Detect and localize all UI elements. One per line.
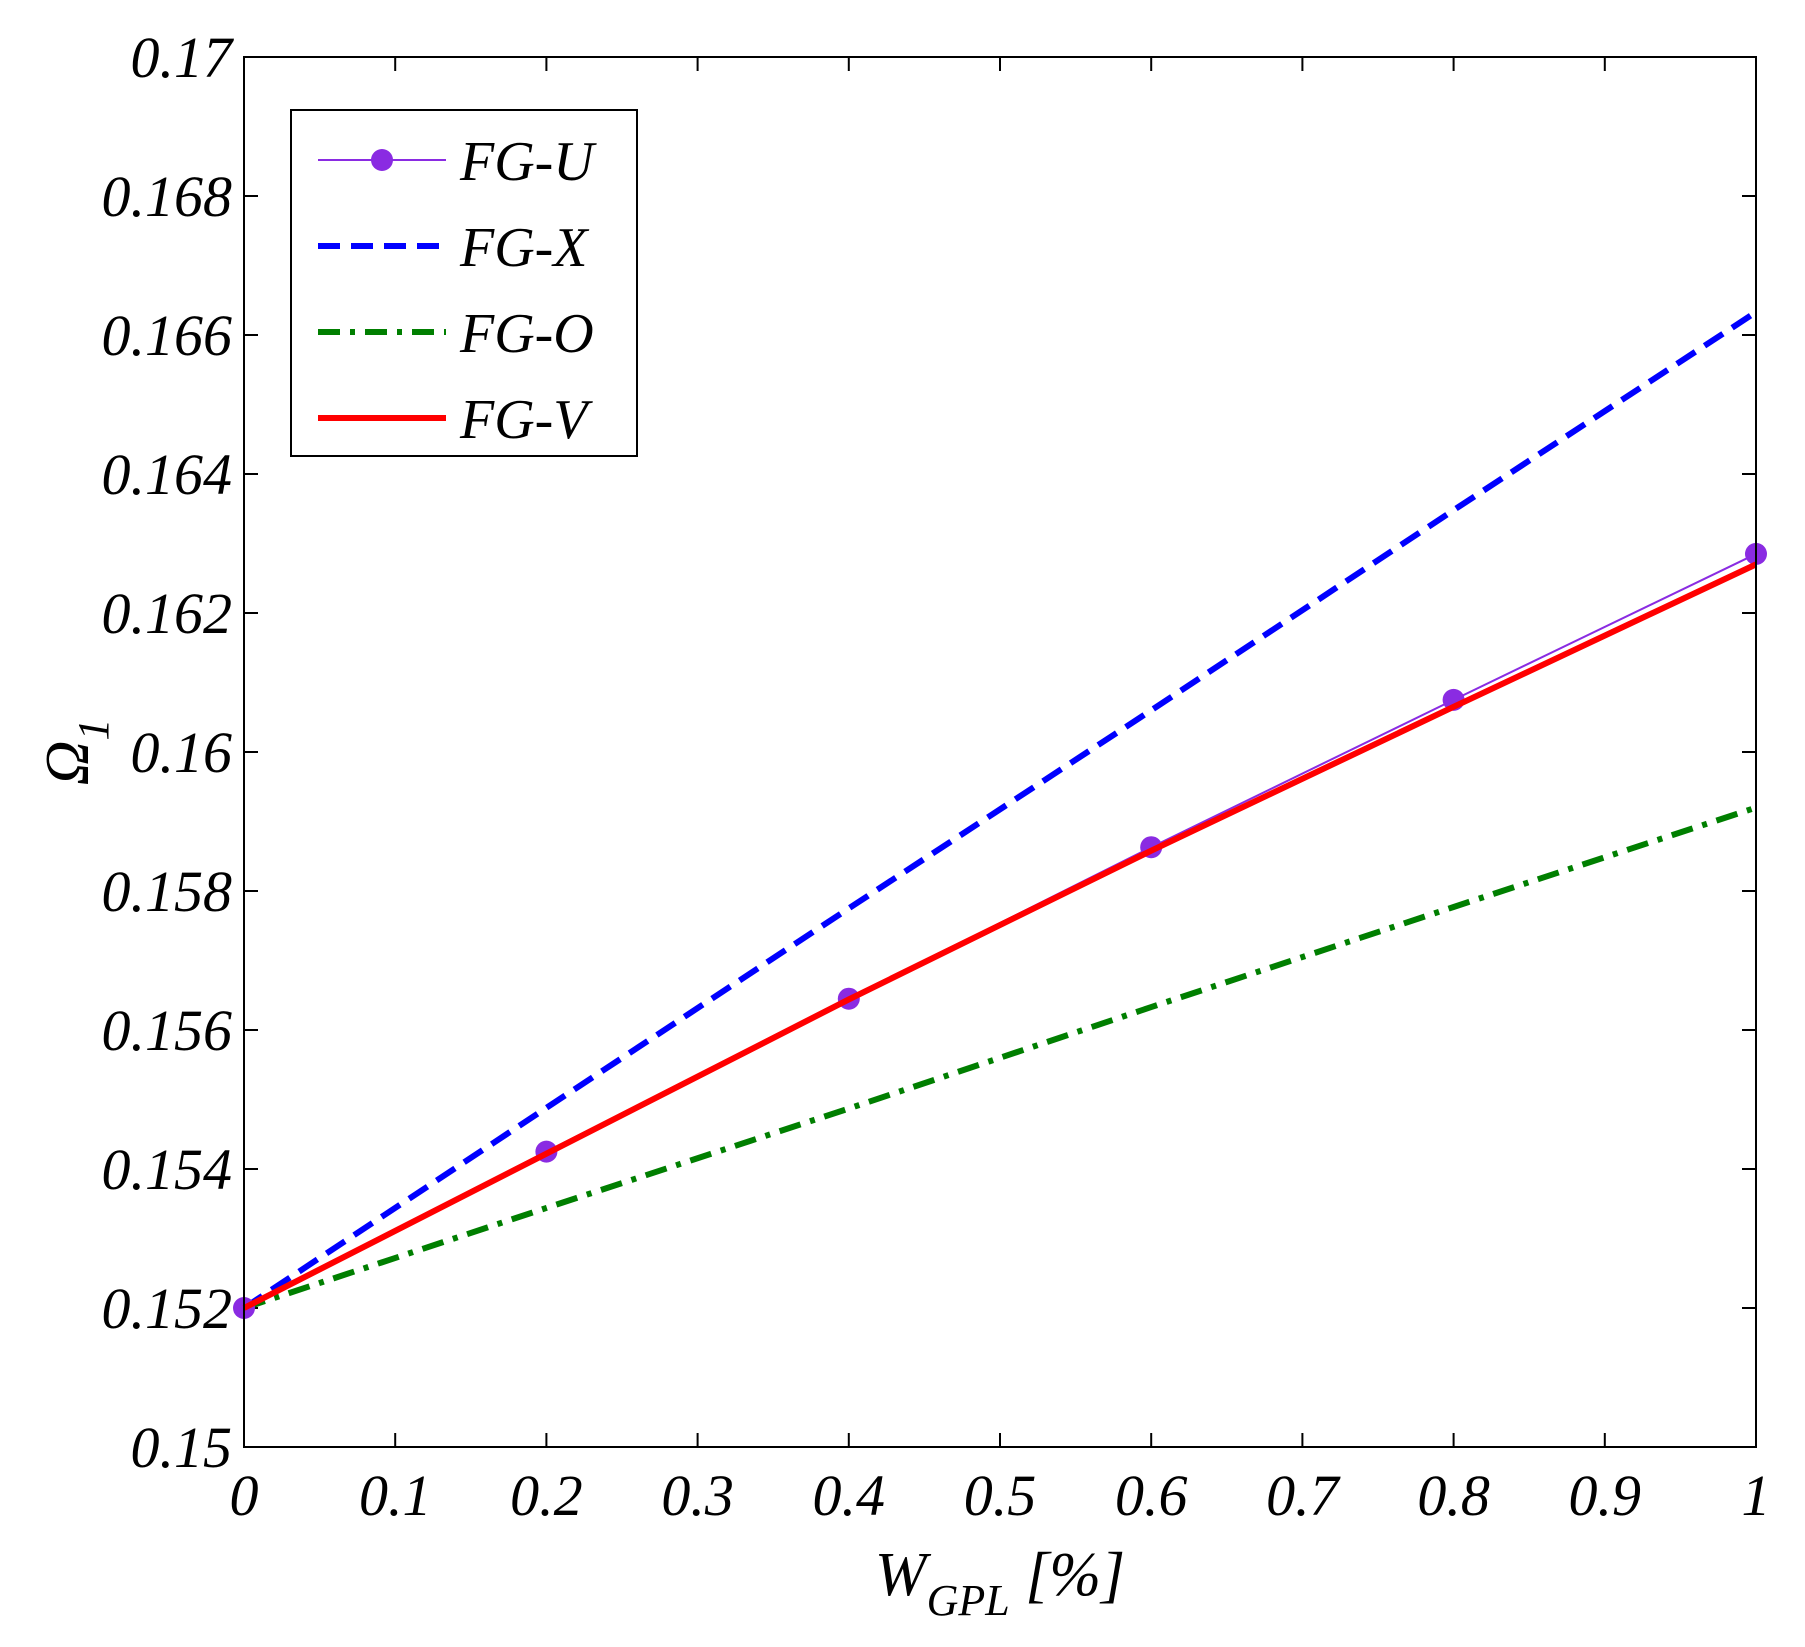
y-tick-label: 0.166 bbox=[102, 303, 233, 368]
x-tick-label: 0.1 bbox=[359, 1463, 432, 1528]
y-tick-label: 0.16 bbox=[131, 720, 233, 785]
x-tick-label: 0.2 bbox=[510, 1463, 583, 1528]
legend-label-fg-v: FG-V bbox=[459, 389, 593, 451]
y-tick-label: 0.17 bbox=[131, 25, 235, 90]
x-tick-label: 0.7 bbox=[1266, 1463, 1341, 1528]
series-lines bbox=[233, 309, 1767, 1319]
legend-box bbox=[290, 109, 638, 457]
x-tick-label: 0.9 bbox=[1569, 1463, 1642, 1528]
legend-label-fg-u: FG-U bbox=[459, 131, 597, 193]
legend: FG-U FG-X FG-O FG-V bbox=[290, 109, 638, 457]
y-tick-label: 0.162 bbox=[102, 581, 233, 646]
x-tick-label: 0.6 bbox=[1115, 1463, 1188, 1528]
x-tick-label: 0.5 bbox=[964, 1463, 1037, 1528]
x-tick-label: 0.4 bbox=[813, 1463, 886, 1528]
plot-area-frame bbox=[243, 56, 1757, 1448]
y-tick-label: 0.158 bbox=[102, 859, 233, 924]
series-line-fg-o bbox=[243, 804, 1757, 1311]
y-tick-label: 0.168 bbox=[102, 164, 233, 229]
y-tick-label: 0.164 bbox=[102, 442, 233, 507]
legend-label-fg-o: FG-O bbox=[459, 303, 594, 365]
y-axis-title: Ω1 bbox=[34, 719, 118, 786]
x-tick-label: 0 bbox=[230, 1463, 259, 1528]
y-tick-label: 0.15 bbox=[131, 1415, 233, 1480]
legend-label-fg-x: FG-X bbox=[459, 217, 590, 279]
series-line-fg-x bbox=[242, 309, 1758, 1311]
x-tick-label: 0.3 bbox=[661, 1463, 734, 1528]
x-tick-label: 0.8 bbox=[1417, 1463, 1490, 1528]
x-tick-label: 1 bbox=[1742, 1463, 1771, 1528]
series-line-fg-v bbox=[242, 561, 1758, 1311]
x-axis-title: WGPL [%] bbox=[875, 1541, 1125, 1625]
legend-marker-fg-u bbox=[371, 149, 393, 171]
y-tick-label: 0.152 bbox=[102, 1276, 233, 1341]
y-tick-label: 0.156 bbox=[102, 998, 233, 1063]
tick-labels: 0 0.1 0.2 0.3 0.4 0.5 0.6 0.7 0.8 0.9 1 0.15 0.152 0.… bbox=[102, 25, 1771, 1528]
y-tick-label: 0.154 bbox=[102, 1137, 233, 1202]
